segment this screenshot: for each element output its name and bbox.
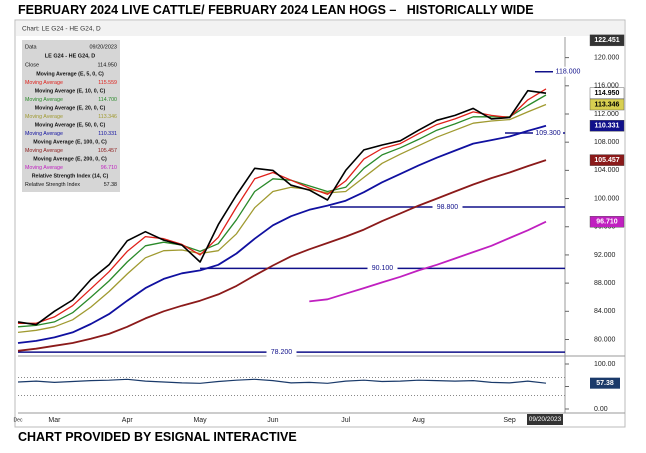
dw-study-value: 96.710 [101, 165, 117, 171]
rsi-tick-label: 0.00 [594, 406, 608, 413]
dw-study-title: Moving Average (E, 200, 0, C) [33, 156, 107, 162]
series-line [17, 94, 547, 328]
y-tick-label: 80.000 [594, 336, 616, 343]
data-window: Data 09/20/2023 LE G24 - HE G24, D Close 114… [22, 40, 120, 192]
y-tick-label: 84.000 [594, 308, 616, 315]
price-badge-label: 114.950 [595, 90, 620, 97]
series-line [17, 124, 547, 344]
rsi-badge-label: 57.38 [596, 380, 614, 387]
data-window-bg [22, 40, 120, 192]
level-label: 90.100 [372, 265, 394, 272]
price-badge-label: 96.710 [596, 219, 618, 226]
x-tick-label: Apr [122, 417, 134, 424]
dw-study-label: Moving Average [25, 148, 63, 154]
y-tick-label: 104.000 [594, 167, 619, 174]
y-tick-label: 88.000 [594, 280, 616, 287]
series-line [309, 220, 547, 303]
dw-study-title: Moving Average (E, 5, 0, C) [36, 71, 104, 77]
series-line [17, 103, 547, 334]
y-tick-label: 120.000 [594, 54, 619, 61]
level-label-bg [432, 202, 463, 213]
dw-study-label: Moving Average [25, 131, 63, 137]
level-label-bg [266, 347, 297, 358]
dw-study-label: Moving Average [25, 114, 63, 120]
x-tick-label: Dec [14, 417, 23, 423]
dw-study-title: Moving Average (E, 100, 0, C) [33, 139, 107, 145]
x-tick-label: Jun [267, 417, 278, 424]
dw-close-value: 114.950 [98, 62, 117, 68]
x-tick-label: Sep [503, 417, 516, 424]
dw-study-value: 113.346 [98, 114, 117, 120]
x-tick-label: Aug [412, 417, 425, 424]
dw-study-value: 57.38 [104, 182, 117, 188]
dw-study-label: Relative Strength Index [25, 182, 80, 188]
dw-study-title: Moving Average (E, 50, 0, C) [35, 122, 106, 128]
rsi-badge [590, 377, 620, 389]
dw-study-title: Moving Average (E, 10, 0, C) [35, 88, 106, 94]
price-badge [589, 34, 625, 47]
dw-close-label: Close [25, 62, 39, 68]
date-badge [527, 414, 563, 425]
toolbar [16, 21, 624, 36]
toolbar-text: Chart: LE G24 - HE G24, D [22, 26, 101, 33]
price-badge-label: 110.331 [595, 123, 620, 130]
dw-study-title: Relative Strength Index (14, C) [32, 173, 109, 179]
price-badge [589, 216, 625, 228]
price-badge [589, 120, 625, 132]
x-tick-label: Mar [48, 417, 61, 424]
y-tick-label: 100.000 [594, 195, 619, 202]
price-badge [589, 87, 625, 99]
level-label-bg [553, 66, 583, 77]
series-line [17, 159, 547, 352]
level-label: 78.200 [271, 349, 293, 356]
y-tick-label: 112.000 [594, 111, 619, 118]
y-tick-label: 108.000 [594, 139, 619, 146]
dw-study-label: Moving Average [25, 80, 63, 86]
dw-study-label: Moving Average [25, 97, 63, 103]
footer-text: CHART PROVIDED BY ESIGNAL INTERACTIVE [18, 430, 297, 444]
dw-heading: Data [25, 44, 38, 50]
level-label-bg [533, 128, 563, 139]
dw-study-title: Moving Average (E, 20, 0, C) [35, 105, 106, 111]
series-line [18, 88, 547, 324]
dw-study-label: Moving Average [25, 165, 63, 171]
price-badge [589, 98, 625, 111]
level-label: 109.300 [535, 130, 560, 137]
dw-study-value: 115.559 [98, 80, 117, 86]
dw-study-value: 114.700 [98, 97, 117, 103]
page-title: FEBRUARY 2024 LIVE CATTLE/ FEBRUARY 2024… [18, 3, 534, 17]
dw-study-value: 105.457 [98, 148, 117, 154]
y-tick-label: 92.000 [594, 252, 616, 259]
price-badge-label: 105.457 [594, 157, 619, 164]
price-badge [589, 154, 625, 166]
rsi-tick-label: 100.00 [594, 361, 616, 368]
price-badge-label: 122.451 [594, 37, 619, 44]
dw-study-value: 110.331 [98, 131, 117, 137]
dw-date: 09/20/2023 [89, 44, 117, 50]
series-line [17, 378, 547, 384]
level-label: 118.000 [556, 69, 581, 76]
level-label-bg [367, 263, 398, 274]
y-tick-label: 116.000 [594, 83, 619, 90]
dw-symbol: LE G24 - HE G24, D [45, 53, 95, 59]
date-badge-label: 09/20/2023 [529, 416, 562, 423]
x-tick-label: May [193, 417, 207, 424]
price-badge-label: 113.346 [595, 101, 620, 108]
x-tick-label: Jul [341, 417, 350, 424]
level-label: 98.800 [437, 204, 459, 211]
series-line [17, 89, 547, 326]
